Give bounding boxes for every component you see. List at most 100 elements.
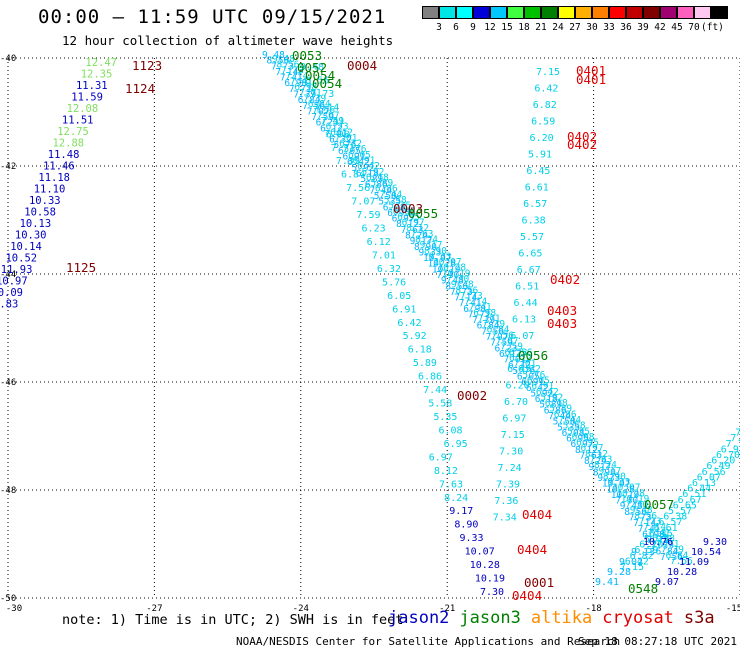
track-b-value: 10.28 xyxy=(470,560,500,571)
track-a-value: 6.97 xyxy=(571,439,594,450)
track-a-value: 7.71 xyxy=(657,539,680,550)
lower-right-value: 10.76 xyxy=(643,537,673,548)
track-a-value: 6.42 xyxy=(357,161,380,172)
track-a-value: 7.41 xyxy=(280,73,303,84)
lon-tick-label: -21 xyxy=(439,604,455,614)
track-a-value: 6.84 xyxy=(656,546,679,557)
time-tag: 0403 xyxy=(547,316,577,331)
track-b-value: 5.76 xyxy=(382,277,406,288)
left-wave-value: 10.14 xyxy=(10,241,42,253)
track-a-value: 7.44 xyxy=(548,411,571,422)
track-a-value: 9.33 xyxy=(419,247,442,258)
track-c-value: 6.07 xyxy=(510,331,534,342)
scale-label: 15 xyxy=(501,22,513,33)
track-b-value: 7.14 xyxy=(315,102,339,113)
track-a-value: 8.90 xyxy=(603,471,626,482)
scale-swatch xyxy=(558,6,575,19)
track-a-value: 6.95 xyxy=(576,438,599,449)
scale-label: 27 xyxy=(569,22,581,33)
lon-tick-label: -18 xyxy=(585,604,601,614)
track-a-value: 7.07 xyxy=(307,106,330,117)
lat-tick-label: -40 xyxy=(0,54,16,64)
track-a-value: 8.24 xyxy=(584,456,607,467)
scale-label: 30 xyxy=(586,22,598,33)
left-wave-value: 10.52 xyxy=(5,253,37,265)
track-a-value: 6.95 xyxy=(566,434,589,445)
track-a-value: 7.30 xyxy=(615,496,638,507)
track-a-value: 7.01 xyxy=(325,129,348,140)
satellite-legend: jason2 jason3 altika cryosat s3a xyxy=(388,608,725,628)
track-a-value: 5.58 xyxy=(563,421,586,432)
track-a-value: 5.92 xyxy=(351,163,374,174)
track-a-value: 7.07 xyxy=(496,336,519,347)
track-a-value: 7.41 xyxy=(290,77,313,88)
track-c-value: 5.57 xyxy=(520,232,544,243)
track-b-value: 7.59 xyxy=(356,210,380,221)
track-a-value: 6.08 xyxy=(572,432,595,443)
track-a-value: 6.23 xyxy=(505,347,528,358)
track-b-value: 7.73 xyxy=(310,89,334,100)
track-a-value: 6.05 xyxy=(517,372,540,383)
left-wave-value: 10.33 xyxy=(29,195,61,207)
legend-jason2: jason2 xyxy=(388,608,450,628)
track-a-value: 6.84 xyxy=(308,99,331,110)
scale-swatch xyxy=(473,6,490,19)
left-wave-value: 10.30 xyxy=(15,230,47,242)
time-tag: 0402 xyxy=(567,129,597,144)
lat-tick-label: -46 xyxy=(0,378,16,388)
track-a-value: 6.12 xyxy=(320,123,343,134)
track-d-value: 6.57 xyxy=(658,517,682,528)
track-a-value: 10.07 xyxy=(612,483,641,494)
track-a-value: 8.56 xyxy=(266,56,289,67)
track-a-value: 7.41 xyxy=(638,524,661,535)
left-wave-value: 11.31 xyxy=(76,80,108,92)
track-a-value: 5.58 xyxy=(384,195,407,206)
map-title: 00:00 – 11:59 UTC 09/15/2021 xyxy=(38,6,387,28)
track-a-value: 7.56 xyxy=(302,101,325,112)
track-a-value: 7.71 xyxy=(478,313,501,324)
track-b-value: 7.30 xyxy=(480,587,504,598)
scale-label: 3 xyxy=(436,22,442,33)
scale-label: 70 xyxy=(688,22,700,33)
track-c-value: 6.45 xyxy=(526,166,550,177)
track-a-value: 6.98 xyxy=(652,533,675,544)
lower-right-value: 9.07 xyxy=(655,577,679,588)
track-a-value: 7.63 xyxy=(580,450,603,461)
track-a-value: 8.24 xyxy=(415,234,438,245)
track-a-value: 5.35 xyxy=(388,201,411,212)
track-a-value: 6.86 xyxy=(554,409,577,420)
track-a-value: 6.95 xyxy=(387,208,410,219)
track-a-value: 6.98 xyxy=(463,304,486,315)
track-b-value: 6.23 xyxy=(362,224,386,235)
track-a-value: 7.44 xyxy=(379,189,402,200)
track-d-value: 6.65 xyxy=(673,500,697,511)
track-a-value: 7.59 xyxy=(490,338,513,349)
track-a-value: 9.33 xyxy=(607,477,630,488)
track-a-value: 6.18 xyxy=(545,398,568,409)
time-tag: 0003 xyxy=(393,201,423,216)
scale-swatch xyxy=(626,6,643,19)
track-a-value: 6.84 xyxy=(477,321,500,332)
track-a-value: 6.08 xyxy=(383,202,406,213)
track-a-value: 8.12 xyxy=(396,219,419,230)
time-tag: 0404 xyxy=(512,588,542,603)
left-wave-value: 11.93 xyxy=(1,264,33,276)
track-d-value: 6.59 xyxy=(634,545,658,556)
track-b-value: 8.24 xyxy=(444,493,468,504)
track-a-value: 10.28 xyxy=(427,259,456,270)
track-a-value: 7.56 xyxy=(481,326,504,337)
track-b-value: 9.17 xyxy=(449,506,473,517)
scale-swatch xyxy=(677,6,694,19)
scale-label: 9 xyxy=(470,22,476,33)
track-b-value: 7.71 xyxy=(331,143,355,154)
track-a-value: 6.32 xyxy=(508,360,531,371)
track-a-value: 10.19 xyxy=(621,494,650,505)
lat-tick-label: -48 xyxy=(0,486,16,496)
left-wave-value: 11.18 xyxy=(38,172,70,184)
track-c-value: 7.15 xyxy=(501,430,525,441)
track-a-value: 6.42 xyxy=(536,387,559,398)
left-wave-value: 12.47 xyxy=(85,57,117,69)
track-a-value: 7.56 xyxy=(312,105,335,116)
track-a-value: 7.59 xyxy=(500,342,523,353)
